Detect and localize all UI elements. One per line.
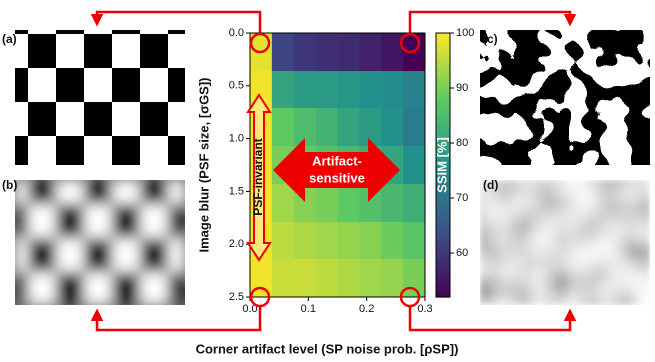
colorbar-label: SSIM [%] bbox=[434, 137, 449, 193]
colorbar-tick-label: 100 bbox=[456, 27, 474, 39]
x-tick-label: 0.3 bbox=[417, 303, 432, 315]
artifact-sensitive-label: Artifact- bbox=[312, 153, 362, 168]
cell bbox=[403, 71, 425, 108]
image-d bbox=[480, 180, 650, 305]
cell bbox=[272, 108, 294, 147]
cell bbox=[316, 222, 338, 259]
cell bbox=[338, 184, 360, 223]
image-c bbox=[480, 30, 650, 165]
y-tick-label: 0.0 bbox=[229, 27, 244, 39]
cell bbox=[294, 33, 316, 72]
colorbar-strip bbox=[436, 33, 450, 36]
cell bbox=[316, 184, 338, 223]
cell bbox=[294, 71, 316, 108]
cell bbox=[316, 71, 338, 108]
cell bbox=[272, 222, 294, 259]
cell bbox=[338, 222, 360, 259]
x-tick-label: 0.1 bbox=[301, 303, 316, 315]
cell bbox=[359, 259, 381, 298]
figure: (a) (b) (c) (d) 0.00.10.20.30.00.51.01.5… bbox=[0, 0, 655, 362]
cell bbox=[381, 33, 403, 72]
cell bbox=[272, 71, 294, 108]
cell bbox=[403, 222, 425, 259]
cell bbox=[338, 33, 360, 72]
cell bbox=[272, 33, 294, 72]
cell bbox=[272, 184, 294, 223]
colorbar-tick-label: 60 bbox=[456, 247, 468, 259]
cell bbox=[316, 108, 338, 147]
cell bbox=[338, 259, 360, 298]
cell bbox=[338, 71, 360, 108]
cell bbox=[381, 184, 403, 223]
cell bbox=[272, 259, 294, 298]
panel-label: (d) bbox=[483, 178, 498, 192]
cell bbox=[316, 259, 338, 298]
cell bbox=[381, 259, 403, 298]
y-tick-label: 1.5 bbox=[229, 185, 244, 197]
cell bbox=[359, 71, 381, 108]
y-tick-label: 2.5 bbox=[229, 291, 244, 303]
y-tick-label: 1.0 bbox=[229, 133, 244, 145]
panel-label: (a) bbox=[2, 32, 17, 46]
image-a bbox=[15, 30, 185, 165]
cell bbox=[294, 222, 316, 259]
cell bbox=[381, 222, 403, 259]
panel-label: (c) bbox=[483, 32, 498, 46]
colorbar-tick-label: 80 bbox=[456, 137, 468, 149]
panel-label: (b) bbox=[2, 178, 17, 192]
cell bbox=[403, 184, 425, 223]
x-axis-label: Corner artifact level (SP noise prob. [ρ… bbox=[196, 341, 459, 356]
y-tick-label: 2.0 bbox=[229, 238, 244, 250]
y-axis-label: Image blur (PSF size, [σGS]) bbox=[196, 77, 211, 252]
cell bbox=[338, 108, 360, 147]
x-tick-label: 0.2 bbox=[359, 303, 374, 315]
cell bbox=[403, 146, 425, 185]
cell bbox=[294, 259, 316, 298]
cell bbox=[359, 33, 381, 72]
cell bbox=[316, 33, 338, 72]
cell bbox=[381, 108, 403, 147]
cell bbox=[381, 71, 403, 108]
cell bbox=[403, 259, 425, 298]
image-b bbox=[5, 170, 195, 315]
colorbar-tick-label: 70 bbox=[456, 192, 468, 204]
cell bbox=[359, 222, 381, 259]
colorbar-tick-label: 90 bbox=[456, 82, 468, 94]
artifact-sensitive-label: sensitive bbox=[309, 170, 365, 185]
psf-invariant-label: PSF-invariant bbox=[251, 138, 265, 215]
y-tick-label: 0.5 bbox=[229, 80, 244, 92]
cell bbox=[403, 108, 425, 147]
